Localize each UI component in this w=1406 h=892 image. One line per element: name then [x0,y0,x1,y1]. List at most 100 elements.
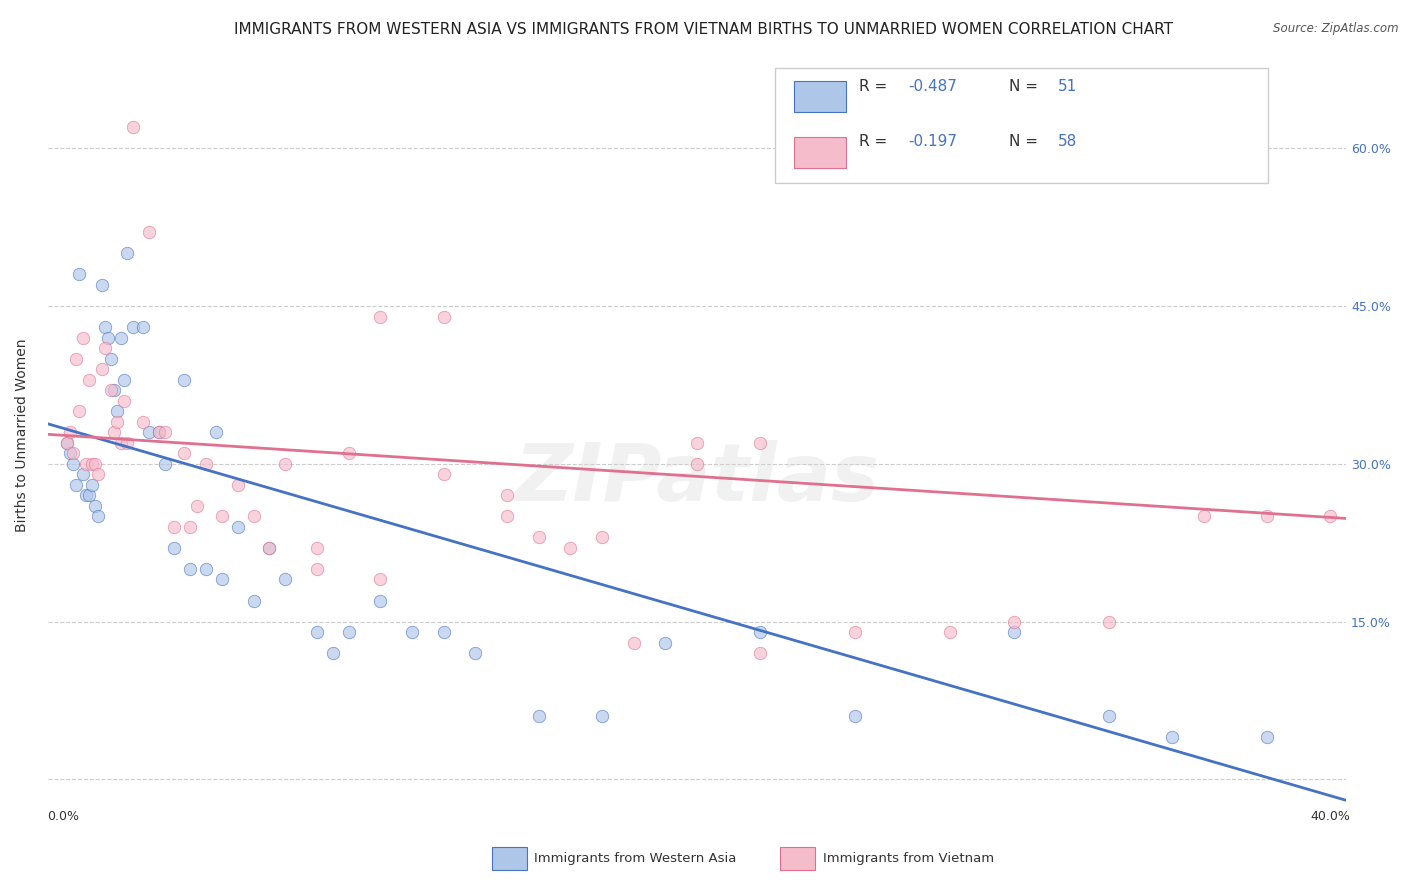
Text: 58: 58 [1057,135,1077,150]
Point [115,435,138,450]
Point [527,709,550,723]
Point [1161,731,1184,745]
Text: ZIPatlas: ZIPatlas [515,441,880,518]
Point [122,120,145,135]
Point [591,709,613,723]
Point [179,562,201,576]
Point [122,320,145,334]
Point [138,225,160,239]
Point [115,246,138,260]
Point [195,457,218,471]
Point [1002,625,1025,640]
Point [77,488,100,502]
Point [623,635,645,649]
Point [132,320,155,334]
Point [844,709,866,723]
Point [72,330,94,344]
Point [97,330,120,344]
Point [84,457,107,471]
Point [368,573,391,587]
Point [148,425,170,440]
Point [59,446,82,460]
Point [844,625,866,640]
Point [103,383,125,397]
Point [62,446,84,460]
Point [87,509,110,524]
Point [107,404,129,418]
Text: N =: N = [1008,78,1042,94]
Point [163,520,186,534]
Point [59,425,82,440]
Point [527,530,550,544]
Point [749,435,772,450]
Point [55,435,77,450]
Y-axis label: Births to Unmarried Women: Births to Unmarried Women [15,338,30,532]
Point [153,457,176,471]
Point [173,373,195,387]
Point [496,509,519,524]
Point [1002,615,1025,629]
Text: Immigrants from Western Asia: Immigrants from Western Asia [534,852,737,864]
Point [65,478,87,492]
Point [153,425,176,440]
Point [67,268,90,282]
Point [1319,509,1341,524]
Point [1256,731,1278,745]
Point [107,415,129,429]
Point [749,625,772,640]
Point [77,373,100,387]
Point [686,435,709,450]
Point [80,457,103,471]
Point [401,625,423,640]
Point [368,593,391,607]
Point [100,351,122,366]
Point [211,509,233,524]
Point [274,457,297,471]
Point [110,435,132,450]
Point [226,520,249,534]
Point [90,362,112,376]
Point [163,541,186,555]
Text: 51: 51 [1057,78,1077,94]
Point [464,646,486,660]
Point [305,562,328,576]
Point [103,425,125,440]
Text: -0.197: -0.197 [908,135,957,150]
Text: Immigrants from Vietnam: Immigrants from Vietnam [823,852,994,864]
Point [80,478,103,492]
Text: IMMIGRANTS FROM WESTERN ASIA VS IMMIGRANTS FROM VIETNAM BIRTHS TO UNMARRIED WOME: IMMIGRANTS FROM WESTERN ASIA VS IMMIGRAN… [233,22,1173,37]
Point [433,467,456,482]
Text: R =: R = [859,78,893,94]
Point [179,520,201,534]
Point [242,593,264,607]
Point [75,457,97,471]
Point [337,625,360,640]
Point [686,457,709,471]
Point [322,646,344,660]
Point [211,573,233,587]
Point [1098,709,1121,723]
Point [94,341,117,355]
Point [110,330,132,344]
Point [186,499,208,513]
Point [939,625,962,640]
Point [433,310,456,324]
Point [87,467,110,482]
Point [433,625,456,640]
Point [274,573,297,587]
Point [591,530,613,544]
Point [75,488,97,502]
Point [1256,509,1278,524]
Point [148,425,170,440]
Point [259,541,281,555]
FancyBboxPatch shape [794,136,846,168]
Text: R =: R = [859,135,893,150]
Point [90,277,112,292]
Point [62,457,84,471]
Point [204,425,226,440]
Point [242,509,264,524]
Point [226,478,249,492]
Text: Source: ZipAtlas.com: Source: ZipAtlas.com [1274,22,1399,36]
FancyBboxPatch shape [775,68,1268,183]
Point [654,635,676,649]
